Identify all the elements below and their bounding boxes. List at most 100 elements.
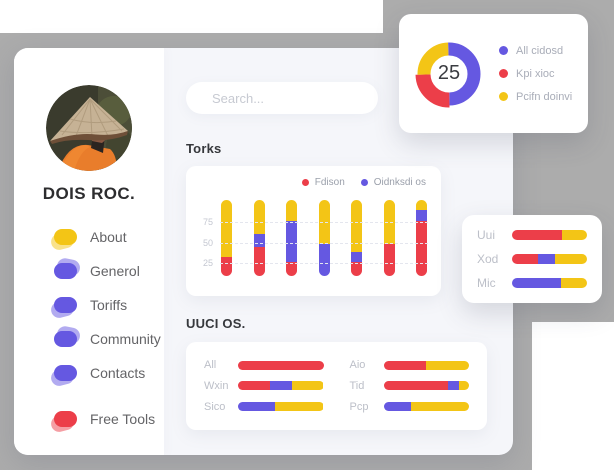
side-row-bar [512,230,587,240]
legend-label: Fdison [314,177,345,188]
bar-segment-purple [351,252,362,263]
bar-segment-yellow [426,360,469,370]
bar-segment-yellow [561,230,587,240]
free-tools-blob-icon [54,411,77,427]
donut-chart: 25 [411,36,487,112]
uuci-os-card: All Wxin Sico Aio Tid Pcp [186,342,487,430]
toriffs-blob-icon [54,297,77,313]
torks-bar [416,200,427,276]
gridline-25: 25 [203,258,428,268]
sidebar-menu: About Generol Toriffs Community Contacts [14,227,164,383]
search-input[interactable] [210,89,364,107]
torks-legend-item[interactable]: Oidnksdi os [360,177,426,188]
backdrop-white-rect-bottom-right [532,322,614,470]
bar-segment-yellow [410,402,469,412]
menu-label: Contacts [90,365,146,381]
uuci-row-wxin: Wxin [204,380,324,392]
torks-bar [383,200,395,276]
side-row-mic: Mic [477,276,587,290]
legend-dot-purple [360,179,368,186]
bar-segment-yellow [291,381,324,391]
menu-label: Free Tools [90,411,156,427]
donut-legend-item[interactable]: All cidosd [499,45,572,57]
bar-segment-yellow [458,381,469,391]
bar-segment-red [253,247,265,276]
donut-stats-card: 25 All cidosd Kpi xioc Pcifn doinvi [399,14,588,133]
uuci-row-bar [238,381,324,391]
torks-bar [318,200,330,276]
bar-segment-red [351,262,362,276]
donut-legend-item[interactable]: Kpi xioc [499,68,572,80]
bar-segment-purple [537,254,555,264]
donut-slice-red [415,40,483,107]
uuci-row-label: All [204,359,217,372]
legend-label: All cidosd [516,44,564,57]
bar-segment-purple [269,381,292,391]
profile-name: DOIS ROC. [42,184,136,203]
uuci-row-label: Aio [349,359,366,372]
torks-plot-area: 25 50 75 [203,200,428,276]
uuci-row-bar [383,402,470,412]
side-stats-card: Uui Xod Mic [462,215,602,303]
bar-segment-red [383,244,395,276]
uuci-row-label: Wxin [204,379,229,392]
bar-segment-purple [447,381,459,391]
menu-label: About [90,229,127,245]
legend-dot-purple [499,46,508,55]
sidebar-item-about[interactable]: About [54,227,164,247]
sidebar-item-generol[interactable]: Generol [54,261,164,281]
avatar-photo-illustration [46,85,132,171]
uuci-row-sico: Sico [204,401,324,413]
bar-segment-red [238,381,270,391]
bar-segment-yellow [221,200,232,257]
bar-segment-purple [318,244,330,276]
uuci-row-tid: Tid [350,380,470,392]
bar-segment-yellow [554,254,587,264]
search-bar[interactable] [186,82,378,114]
sidebar-item-toriffs[interactable]: Toriffs [54,295,164,315]
legend-dot-red [301,179,309,186]
gridline-75: 75 [203,217,428,227]
ytick-label: 75 [202,217,213,228]
legend-label: Pcifn doinvi [516,90,573,103]
avatar [46,85,132,171]
uuci-row-aio: Aio [349,359,469,372]
sidebar-item-community[interactable]: Community [54,329,164,349]
bar-segment-red [512,230,562,240]
bar-segment-red [383,381,448,391]
bar-segment-yellow [274,402,324,412]
sidebar-item-contacts[interactable]: Contacts [54,363,164,383]
side-row-xod: Xod [477,252,587,266]
bar-segment-purple [512,278,561,288]
bar-segment-yellow [351,200,362,253]
donut-center-value: 25 [437,62,461,84]
donut-legend-item[interactable]: Pcifn doinvi [499,91,572,103]
uuci-row-all: All [204,359,324,371]
uuci-row-label: Sico [204,400,226,413]
bar-segment-red [221,257,232,276]
ytick-label: 25 [202,258,213,269]
torks-bar [253,200,265,276]
torks-bars [220,200,428,276]
torks-chart-card: Fdison Oidnksdi os 25 50 75 [186,166,441,296]
community-blob-icon [54,331,77,347]
side-row-bar [512,254,587,264]
legend-label: Kpi xioc [516,67,555,80]
torks-chart-legend: Fdison Oidnksdi os [301,177,426,188]
ytick-label: 50 [202,237,213,248]
side-row-label: Uui [477,228,496,242]
uuci-row-bar [383,360,469,370]
donut-legend: All cidosd Kpi xioc Pcifn doinvi [499,45,572,103]
side-row-uui: Uui [477,228,587,242]
torks-legend-item[interactable]: Fdison [301,177,345,188]
bar-segment-red [512,254,538,264]
bar-segment-yellow [286,200,297,221]
generol-blob-icon [54,263,77,279]
legend-dot-yellow [499,92,508,101]
bar-segment-red [238,360,324,370]
side-row-label: Mic [477,276,496,290]
uuci-row-pcp: Pcp [350,401,470,413]
bar-segment-red [416,221,427,276]
sidebar-item-free-tools[interactable]: Free Tools [54,409,164,429]
